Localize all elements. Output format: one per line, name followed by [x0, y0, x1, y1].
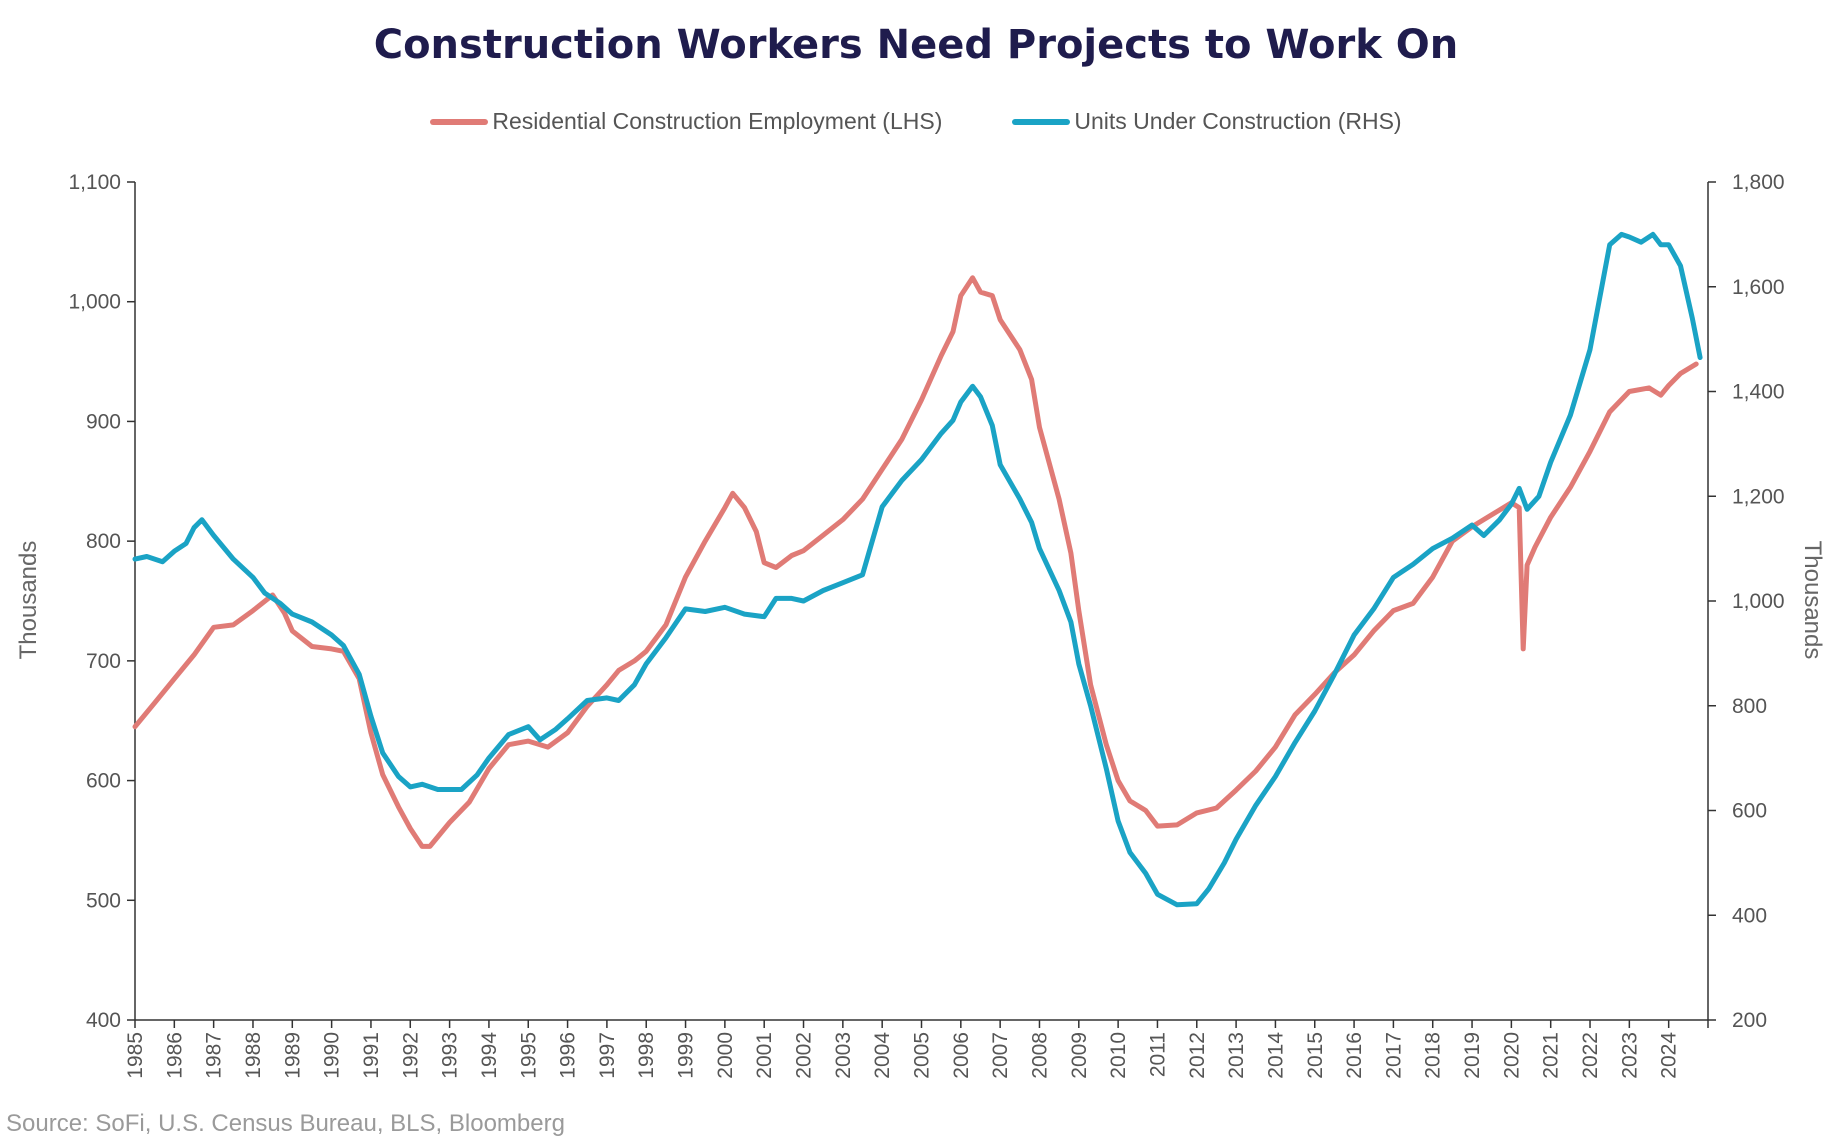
legend-label-employment: Residential Construction Employment (LHS…: [492, 108, 943, 134]
legend-item-units: Units Under Construction (RHS): [1012, 108, 1402, 135]
left-tick-label: 700: [86, 650, 121, 673]
x-tick-label: 1987: [203, 1032, 226, 1079]
chart-title: Construction Workers Need Projects to Wo…: [373, 22, 1459, 68]
x-tick-label: 2020: [1500, 1032, 1523, 1079]
x-tick-label: 1986: [163, 1032, 186, 1079]
x-tick-label: 2009: [1068, 1032, 1091, 1079]
x-tick-label: 2000: [714, 1032, 737, 1079]
right-tick-label: 1,200: [1732, 485, 1785, 508]
left-tick-label: 600: [86, 770, 121, 793]
x-tick-label: 2003: [832, 1032, 855, 1079]
right-tick-label: 800: [1732, 695, 1767, 718]
x-tick-label: 2002: [793, 1032, 816, 1079]
left-axis-title: Thousands: [15, 541, 42, 660]
right-tick-label: 1,600: [1732, 276, 1785, 299]
right-tick-label: 600: [1732, 800, 1767, 823]
series-layer: [132, 231, 1703, 908]
legend: Residential Construction Employment (LHS…: [0, 108, 1832, 135]
x-tick-label: 1995: [517, 1032, 540, 1079]
right-axis-title: Thousands: [1799, 541, 1826, 660]
x-tick-label: 2007: [989, 1032, 1012, 1079]
x-tick-label: 1996: [557, 1032, 580, 1079]
x-tick-label: 2001: [753, 1032, 776, 1079]
x-tick-label: 2015: [1304, 1032, 1327, 1079]
x-tick-label: 2005: [911, 1032, 934, 1079]
legend-label-units: Units Under Construction (RHS): [1074, 108, 1402, 134]
series-units-line: [132, 231, 1703, 908]
x-tick-label: 1997: [596, 1032, 619, 1079]
x-axis-ticks: 1985 1986 1987 1988 1989 1990 1991 1992 1993 1994…: [124, 1020, 1709, 1079]
x-tick-label: 2023: [1618, 1032, 1641, 1079]
x-tick-label: 2021: [1540, 1032, 1563, 1079]
legend-item-employment: Residential Construction Employment (LHS…: [430, 108, 942, 135]
left-axis-ticks: 400 500 600 700 800 900 1,000 1,100: [68, 171, 135, 1032]
x-tick-label: 2018: [1422, 1032, 1445, 1079]
x-tick-label: 1985: [124, 1032, 147, 1079]
left-tick-label: 1,100: [68, 171, 121, 194]
left-tick-label: 900: [86, 410, 121, 433]
left-tick-label: 500: [86, 889, 121, 912]
right-tick-label: 1,800: [1732, 171, 1785, 194]
x-tick-label: 2012: [1186, 1032, 1209, 1079]
x-tick-label: 2011: [1146, 1032, 1169, 1077]
x-tick-label: 1990: [321, 1032, 344, 1079]
x-tick-label: 2022: [1579, 1032, 1602, 1079]
x-tick-label: 2013: [1225, 1032, 1248, 1079]
x-tick-label: 1998: [635, 1032, 658, 1079]
legend-swatch-employment: [430, 118, 489, 125]
x-tick-label: 1999: [675, 1032, 698, 1079]
right-tick-label: 200: [1732, 1009, 1767, 1032]
x-tick-label: 1993: [439, 1032, 462, 1079]
axes: [134, 182, 1709, 1021]
x-tick-label: 1989: [281, 1032, 304, 1079]
x-tick-label: 2008: [1028, 1032, 1051, 1079]
x-tick-label: 1994: [478, 1032, 501, 1079]
x-tick-label: 1988: [242, 1032, 265, 1079]
legend-swatch-units: [1012, 118, 1071, 125]
left-tick-label: 1,000: [68, 291, 121, 314]
x-tick-label: 2024: [1658, 1032, 1681, 1079]
source-note: Source: SoFi, U.S. Census Bureau, BLS, B…: [6, 1110, 565, 1137]
right-tick-label: 1,000: [1732, 590, 1785, 613]
series-employment-line: [132, 275, 1699, 849]
left-tick-label: 400: [86, 1009, 121, 1032]
x-tick-label: 2017: [1382, 1032, 1405, 1079]
x-tick-label: 2006: [950, 1032, 973, 1079]
x-tick-label: 2004: [871, 1032, 894, 1079]
x-tick-label: 2016: [1343, 1032, 1366, 1079]
right-tick-label: 1,400: [1732, 381, 1785, 404]
left-tick-label: 800: [86, 530, 121, 553]
x-tick-label: 1992: [399, 1032, 422, 1079]
x-tick-label: 2014: [1264, 1032, 1287, 1079]
x-tick-label: 2019: [1461, 1032, 1484, 1079]
x-tick-label: 2010: [1107, 1032, 1130, 1079]
right-tick-label: 400: [1732, 904, 1767, 927]
x-tick-label: 1991: [360, 1032, 383, 1079]
right-axis-ticks: 200 400 600 800 1,000 1,200 1,400 1,600 1,800: [1708, 171, 1785, 1032]
